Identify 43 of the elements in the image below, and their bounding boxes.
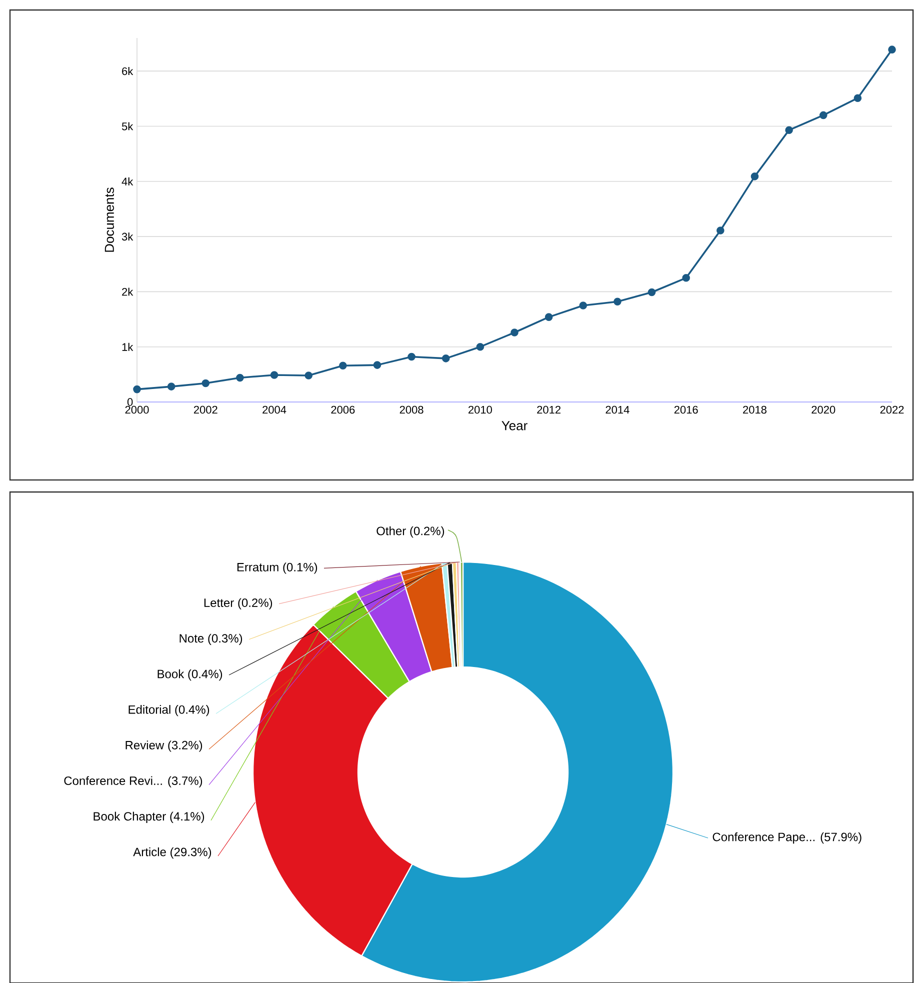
slice-label: Letter: [204, 598, 234, 608]
data-label: (57.9%): [820, 832, 862, 844]
y-tick-label: 1k: [122, 342, 134, 351]
x-axis-title: Year: [502, 421, 528, 430]
slice-label: Erratum: [237, 563, 278, 572]
slice-label: Review: [126, 740, 164, 750]
slice-label: Editorial: [128, 705, 170, 714]
y-tick-label: 0: [127, 398, 133, 406]
x-tick-label: 2014: [606, 406, 630, 414]
y-tick-label: 6k: [122, 67, 134, 76]
slice-label: Article: [133, 847, 166, 856]
x-tick-label: 2002: [194, 406, 218, 414]
data-label: (0.4%): [175, 705, 210, 716]
data-label: (0.3%): [208, 634, 242, 645]
x-tick-label: 2020: [812, 406, 836, 414]
x-tick-label: 2006: [331, 406, 355, 414]
data-label: (0.2%): [410, 526, 444, 538]
data-label: (0.1%): [283, 562, 318, 574]
x-tick-label: 2012: [537, 406, 560, 414]
slice-label: Other: [376, 526, 406, 536]
slice-label: Note: [180, 634, 204, 643]
data-label: (0.2%): [238, 598, 272, 610]
data-label: (3.7%): [168, 776, 202, 788]
y-tick-label: 2k: [122, 288, 134, 296]
data-label: (0.4%): [188, 669, 222, 681]
data-label: (3.2%): [168, 740, 202, 752]
y-tick-label: 4k: [122, 177, 134, 186]
data-label: (4.1%): [170, 812, 204, 823]
slice-label: Book Chapter: [94, 812, 166, 823]
data-label: (29.3%): [170, 847, 212, 859]
x-tick-label: 2018: [743, 406, 766, 414]
x-tick-label: 2000: [125, 406, 149, 414]
slice-label: Conference Revi...: [64, 776, 162, 786]
x-tick-label: 2016: [674, 406, 698, 414]
slice-label: Book: [158, 669, 184, 678]
y-tick-label: 3k: [122, 232, 134, 241]
x-tick-label: 2008: [400, 406, 424, 414]
x-tick-label: 2022: [880, 406, 904, 414]
y-axis-title: Documents: [104, 188, 114, 252]
x-tick-label: 2010: [468, 406, 492, 414]
slice-label: Conference Pape...: [712, 832, 814, 844]
x-tick-label: 2004: [262, 406, 286, 414]
y-tick-label: 5k: [122, 122, 134, 130]
